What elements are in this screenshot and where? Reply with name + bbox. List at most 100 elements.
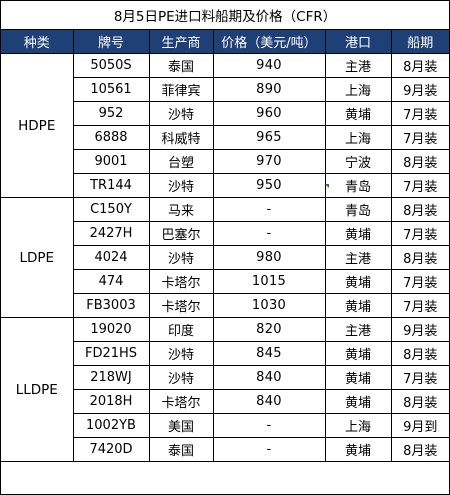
- producer-cell: 科威特: [148, 125, 214, 150]
- port-cell: 上海: [324, 125, 392, 150]
- port-cell: 黄埔: [324, 101, 392, 126]
- shipment-cell: 8月装: [390, 53, 450, 78]
- header-row: 种类 牌号 生产商 价格（美元/吨） 港口 船期: [1, 29, 450, 54]
- port-cell: 上海: [324, 413, 392, 438]
- table-row: LLDPE 19020 印度 820 主港 9月装: [1, 317, 450, 462]
- grade-cell: FD21HS: [72, 341, 150, 366]
- grade-cell: TR144: [72, 173, 150, 198]
- table-row: 1002YB 美国 - 上海 9月到: [1, 413, 450, 438]
- price-cell: 1030: [212, 293, 326, 318]
- shipment-cell: 9月装: [390, 317, 450, 342]
- grade-cell: 10561: [72, 77, 150, 102]
- producer-cell: 菲律宾: [148, 77, 214, 102]
- shipment-cell: 7月装: [390, 269, 450, 294]
- price-cell: -: [212, 437, 326, 462]
- header-port: 港口: [324, 29, 392, 54]
- table-row: 2427H 巴塞尔 - 黄埔 7月装: [1, 221, 450, 246]
- grade-cell: 7420D: [72, 437, 150, 462]
- port-cell: 黄埔: [324, 269, 392, 294]
- price-cell: -: [212, 197, 326, 222]
- grade-cell: 2018H: [72, 389, 150, 414]
- price-cell: 960: [212, 101, 326, 126]
- shipment-cell: 9月装: [390, 77, 450, 102]
- producer-cell: 泰国: [148, 53, 214, 78]
- grade-cell: FB3003: [72, 293, 150, 318]
- port-cell: 主港: [324, 317, 392, 342]
- cell-comment-marker: [325, 184, 329, 188]
- table-row: 7420D 泰国 - 黄埔 8月装: [1, 437, 450, 462]
- grade-cell: 4024: [72, 245, 150, 270]
- grade-cell: 218WJ: [72, 365, 150, 390]
- port-cell: 黄埔: [324, 365, 392, 390]
- port-cell: 黄埔: [324, 437, 392, 462]
- shipment-cell: 7月装: [390, 173, 450, 198]
- producer-cell: 台塑: [148, 149, 214, 174]
- table-row: 10561 菲律宾 890 上海 9月装: [1, 77, 450, 102]
- header-grade: 牌号: [72, 29, 150, 54]
- shipment-cell: 8月装: [390, 197, 450, 222]
- producer-cell: 沙特: [148, 173, 214, 198]
- producer-cell: 沙特: [148, 245, 214, 270]
- port-cell: 黄埔: [324, 221, 392, 246]
- price-cell: 950: [212, 173, 326, 198]
- shipment-cell: 8月装: [390, 245, 450, 270]
- table-row: FD21HS 沙特 845 黄埔 8月装: [1, 341, 450, 366]
- port-cell: 黄埔: [324, 389, 392, 414]
- producer-cell: 泰国: [148, 437, 214, 462]
- header-shipment: 船期: [390, 29, 450, 54]
- shipment-cell: 7月装: [390, 125, 450, 150]
- producer-cell: 马来: [148, 197, 214, 222]
- price-cell: 840: [212, 365, 326, 390]
- header-producer: 生产商: [148, 29, 214, 54]
- shipment-cell: 8月装: [390, 389, 450, 414]
- price-cell: 845: [212, 341, 326, 366]
- grade-cell: 5050S: [72, 53, 150, 78]
- port-cell: 宁波: [324, 149, 392, 174]
- grade-cell: 1002YB: [72, 413, 150, 438]
- grade-cell: C150Y: [72, 197, 150, 222]
- grade-cell: 2427H: [72, 221, 150, 246]
- producer-cell: 巴塞尔: [148, 221, 214, 246]
- port-cell: 主港: [324, 53, 392, 78]
- price-cell: -: [212, 221, 326, 246]
- price-cell: 940: [212, 53, 326, 78]
- producer-cell: 美国: [148, 413, 214, 438]
- port-cell: 黄埔: [324, 293, 392, 318]
- producer-cell: 沙特: [148, 101, 214, 126]
- table-row: FB3003 卡塔尔 1030 黄埔 7月装: [1, 293, 450, 318]
- price-cell: 1015: [212, 269, 326, 294]
- table-title: 8月5日PE进口料船期及价格（CFR）: [1, 1, 450, 30]
- producer-cell: 卡塔尔: [148, 269, 214, 294]
- shipment-cell: 7月装: [390, 221, 450, 246]
- price-cell: 980: [212, 245, 326, 270]
- table-row: LDPE C150Y 马来 - 青岛 8月装: [1, 197, 450, 318]
- shipment-cell: 9月到: [390, 413, 450, 438]
- producer-cell: 印度: [148, 317, 214, 342]
- producer-cell: 沙特: [148, 365, 214, 390]
- producer-cell: 卡塔尔: [148, 293, 214, 318]
- price-cell: 840: [212, 389, 326, 414]
- producer-cell: 沙特: [148, 341, 214, 366]
- price-cell: 965: [212, 125, 326, 150]
- port-cell: 黄埔: [324, 341, 392, 366]
- grade-cell: 6888: [72, 125, 150, 150]
- table-row: HDPE 5050S 泰国 940 主港 8月装: [1, 53, 450, 198]
- shipment-cell: 7月装: [390, 365, 450, 390]
- header-category: 种类: [1, 29, 74, 54]
- shipment-cell: 8月装: [390, 341, 450, 366]
- grade-cell: 474: [72, 269, 150, 294]
- shipment-cell: 8月装: [390, 437, 450, 462]
- port-cell: 青岛: [324, 173, 392, 198]
- grade-cell: 19020: [72, 317, 150, 342]
- port-cell: 青岛: [324, 197, 392, 222]
- producer-cell: 卡塔尔: [148, 389, 214, 414]
- shipment-cell: 7月装: [390, 101, 450, 126]
- price-cell: 890: [212, 77, 326, 102]
- category-cell: LDPE: [1, 197, 74, 318]
- category-cell: LLDPE: [1, 317, 74, 462]
- port-cell: 上海: [324, 77, 392, 102]
- category-cell: HDPE: [1, 53, 74, 198]
- grade-cell: 9001: [72, 149, 150, 174]
- table-row: 9001 台塑 970 宁波 8月装: [1, 149, 450, 174]
